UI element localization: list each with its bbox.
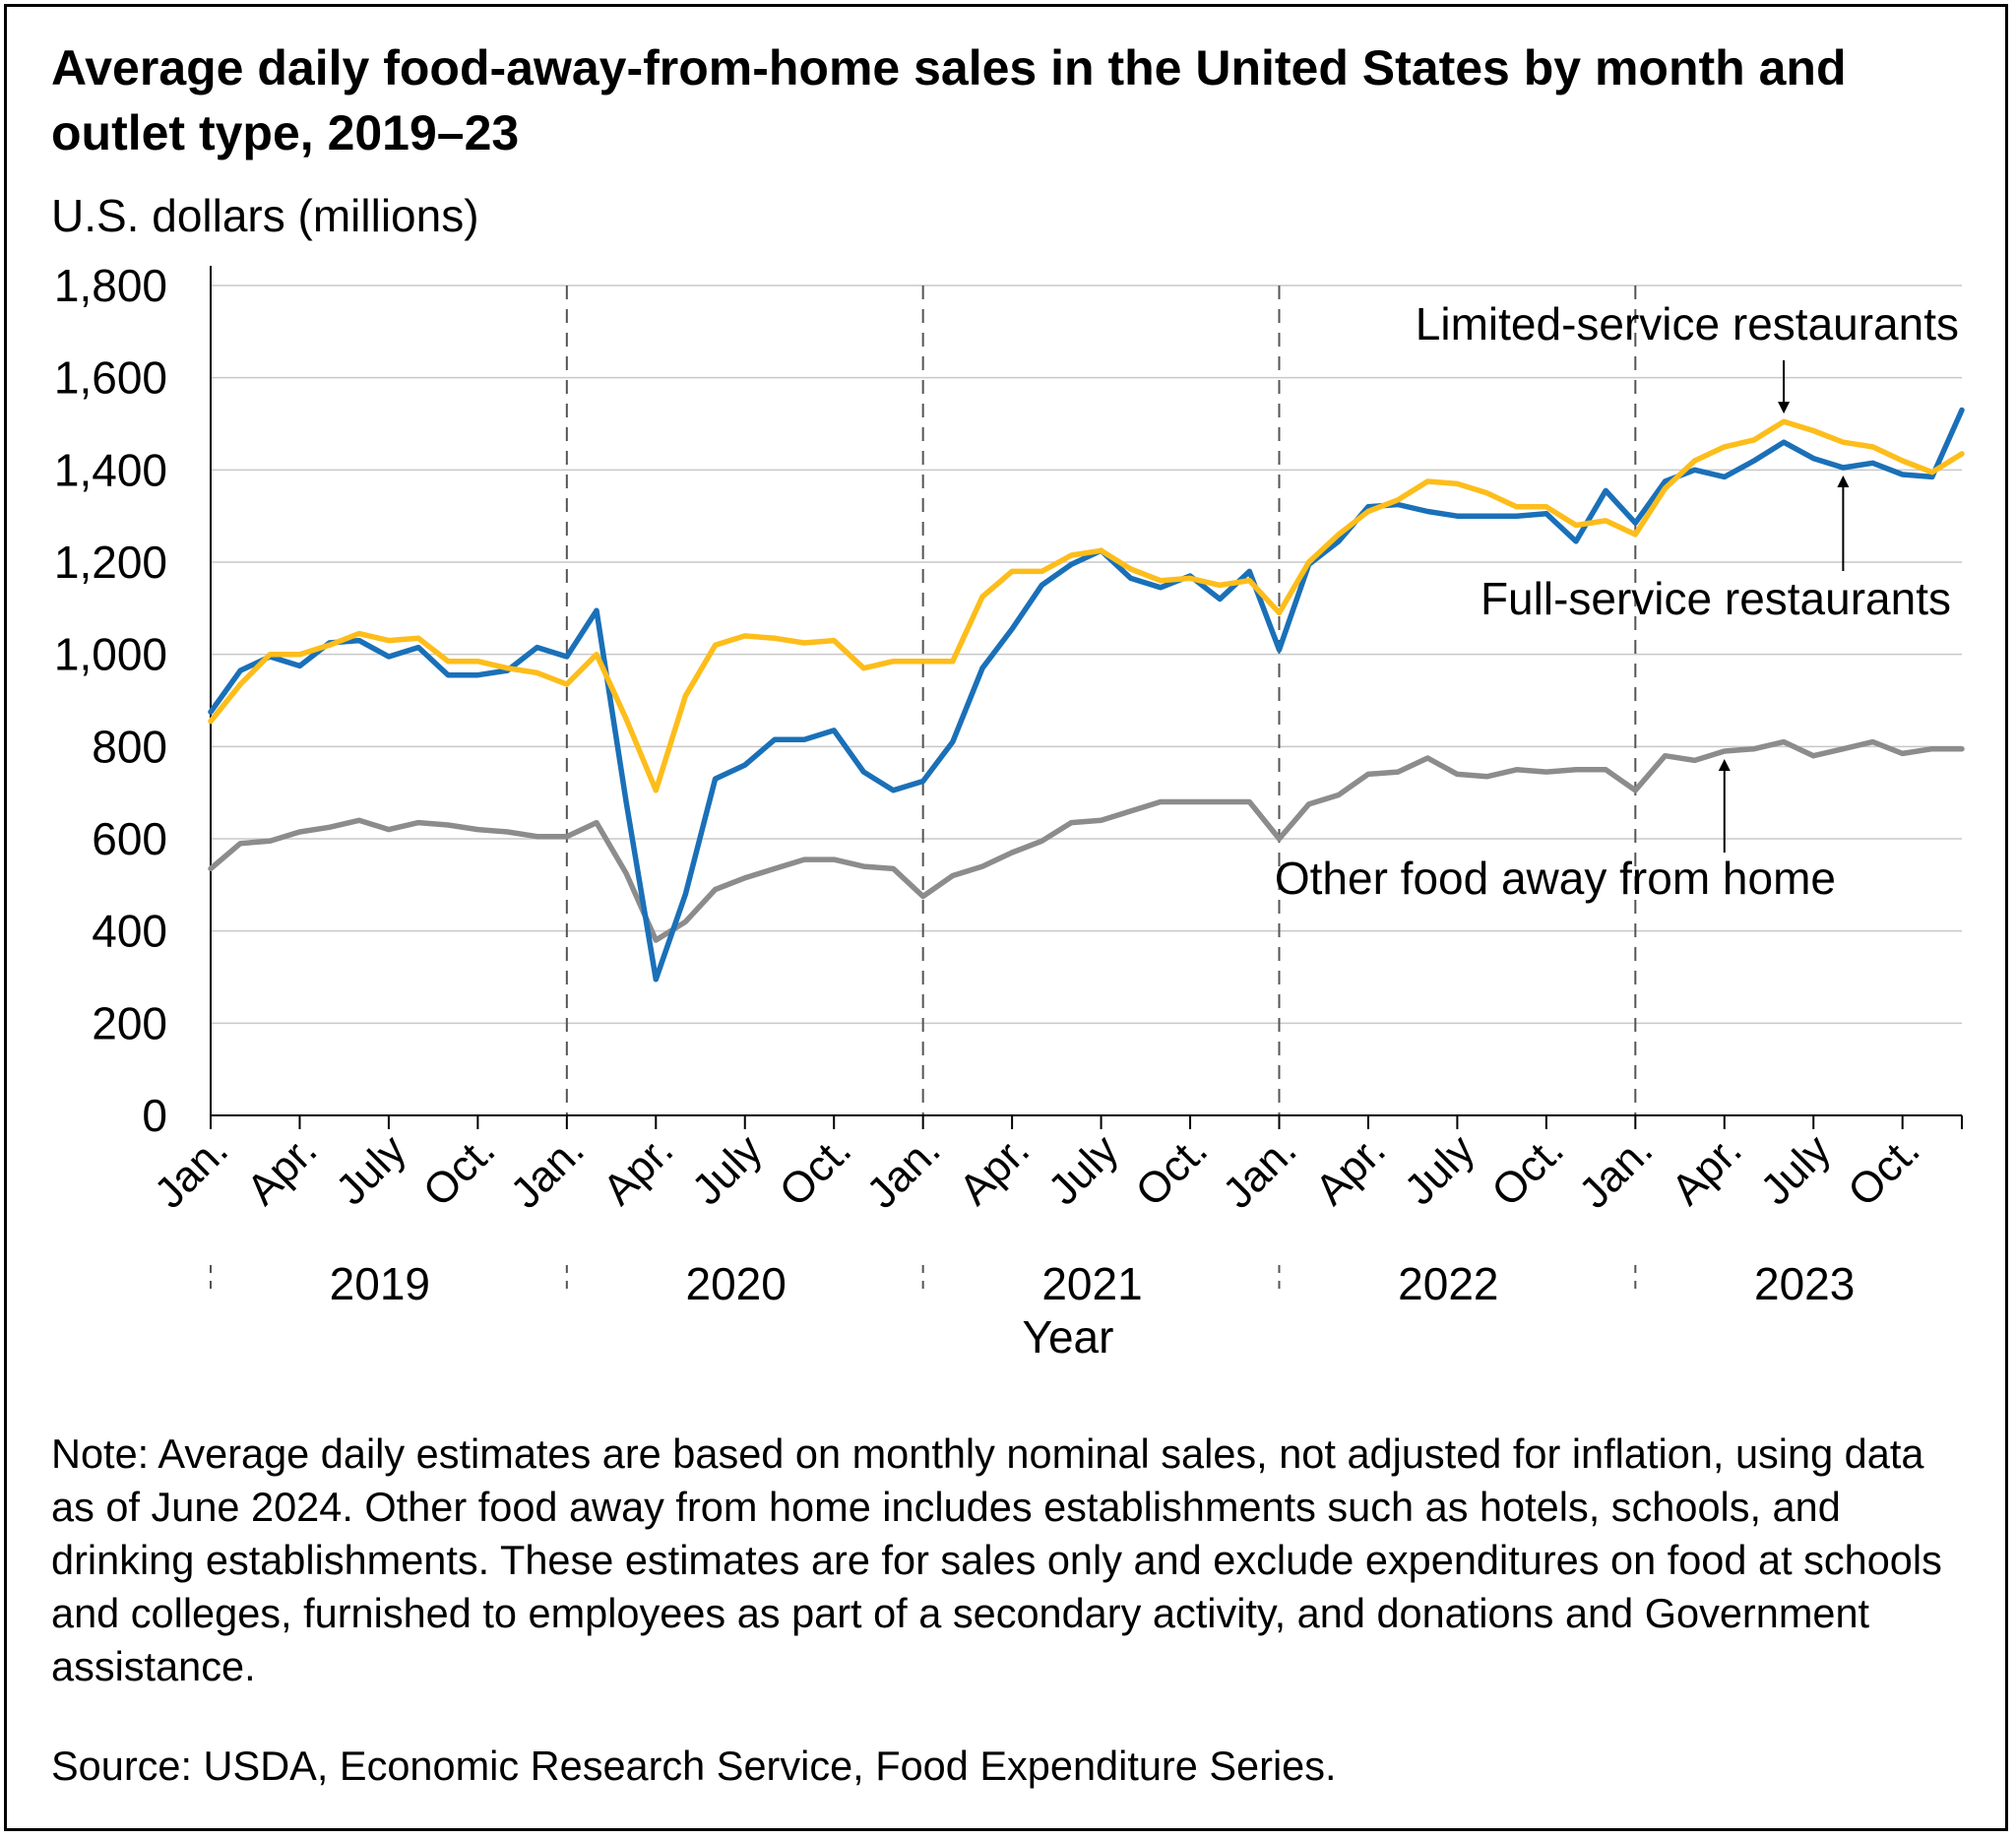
axis-labels: 0 200 400 600 800 1,000 1,200 1,400 1,600 1,800 20… (54, 260, 1929, 1363)
series-lines (208, 407, 1965, 983)
y-tick-label: 1,200 (54, 537, 167, 588)
year-separators (210, 285, 1637, 1295)
annotation-arrowhead (1837, 475, 1850, 487)
y-tick-label: 1,800 (54, 260, 167, 311)
x-tick-label: Jan. (1214, 1125, 1305, 1217)
chart-title: Average daily food-away-from-home sales … (51, 40, 1847, 160)
chart-note: Note: Average daily estimates are based … (51, 1430, 1942, 1689)
gridlines (211, 285, 1962, 1025)
x-tick-label: July (683, 1125, 772, 1214)
axes (210, 266, 1963, 1129)
annotations: Limited-service restaurants Full-service … (1275, 298, 1959, 904)
x-axis-title: Year (1023, 1311, 1114, 1363)
y-tick-label: 200 (92, 997, 167, 1048)
annotation-limited-service: Limited-service restaurants (1416, 298, 1959, 349)
year-label: 2021 (1041, 1258, 1142, 1309)
x-tick-label: Apr. (238, 1125, 327, 1214)
x-tick-label: July (1395, 1125, 1483, 1214)
series-line-limited-service-restaurants (208, 418, 1965, 793)
y-tick-label: 1,600 (54, 352, 167, 404)
y-axis-label: U.S. dollars (millions) (51, 190, 479, 241)
x-tick-label: Jan. (1570, 1125, 1662, 1217)
line-chart: Limited-service restaurants Full-service … (54, 260, 1965, 1363)
annotation-arrowhead (1718, 759, 1731, 772)
year-label: 2023 (1754, 1258, 1855, 1309)
x-tick-label: Oct. (414, 1125, 505, 1216)
annotation-other-food: Other food away from home (1275, 853, 1836, 904)
x-tick-label: July (1751, 1125, 1840, 1214)
x-tick-label: Apr. (1306, 1125, 1395, 1214)
chart-source: Source: USDA, Economic Research Service,… (51, 1743, 1337, 1789)
year-label: 2022 (1398, 1258, 1498, 1309)
x-tick-label: Oct. (1839, 1125, 1929, 1216)
x-tick-label: Apr. (950, 1125, 1039, 1214)
annotation-full-service: Full-service restaurants (1480, 573, 1951, 624)
series-line-other-food-away-from-home (208, 738, 1965, 943)
x-tick-label: Jan. (857, 1125, 949, 1217)
x-tick-label: July (327, 1125, 415, 1214)
year-label: 2020 (685, 1258, 786, 1309)
x-tick-label: Jan. (501, 1125, 593, 1217)
annotation-arrowhead (1778, 402, 1791, 414)
y-tick-label: 1,000 (54, 629, 167, 680)
series-line-full-service-restaurants (208, 407, 1965, 983)
y-tick-label: 1,400 (54, 444, 167, 495)
x-tick-label: Oct. (1482, 1125, 1573, 1216)
y-tick-label: 0 (142, 1090, 167, 1141)
x-tick-label: Apr. (594, 1125, 682, 1214)
x-tick-label: Apr. (1663, 1125, 1751, 1214)
y-tick-label: 600 (92, 813, 167, 864)
x-tick-label: Oct. (1126, 1125, 1217, 1216)
x-tick-label: Oct. (771, 1125, 861, 1216)
chart-frame (4, 4, 2008, 1831)
x-tick-label: July (1040, 1125, 1128, 1214)
year-label: 2019 (330, 1258, 430, 1309)
y-tick-label: 400 (92, 906, 167, 957)
y-tick-label: 800 (92, 721, 167, 772)
